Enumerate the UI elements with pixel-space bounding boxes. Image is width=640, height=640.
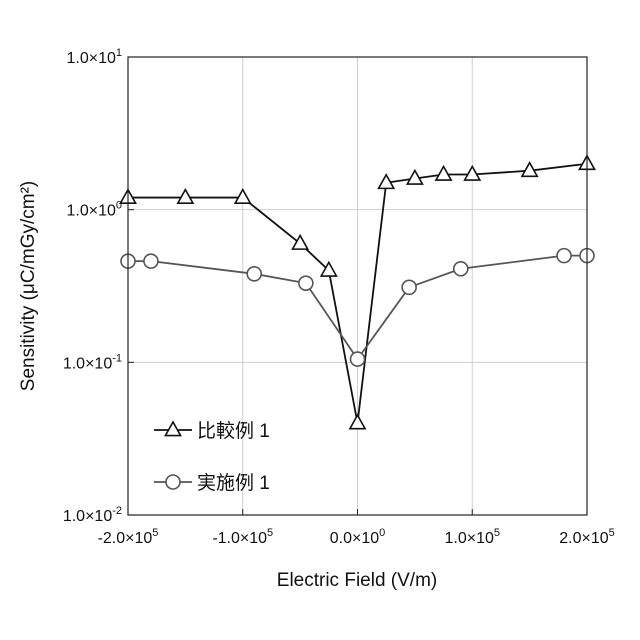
circle-marker (144, 254, 158, 268)
circle-marker (454, 262, 468, 276)
x-tick-exponent: 0 (379, 527, 385, 539)
y-tick-label: 1.0×101 (66, 47, 122, 67)
y-tick-exponent: 1 (116, 47, 122, 59)
x-tick-label: -1.0×105 (212, 527, 273, 547)
legend-triangle-marker (165, 422, 180, 436)
x-tick-label: 2.0×105 (559, 527, 615, 547)
x-tick-label: -2.0×105 (98, 527, 159, 547)
x-tick-exponent: 5 (494, 527, 500, 539)
x-axis-label: Electric Field (V/m) (277, 570, 437, 591)
y-tick-labels: 1.0×101 1.0×100 1.0×10-1 1.0×10-2 (63, 47, 122, 525)
legend: 比較例 1 実施例 1 (154, 420, 270, 494)
circle-marker (299, 276, 313, 290)
y-tick-exponent: -1 (112, 352, 122, 364)
legend-label: 比較例 1 (197, 420, 270, 442)
y-tick-label: 1.0×10-1 (63, 352, 122, 372)
x-tick-label: 1.0×105 (444, 527, 500, 547)
x-tick-exponent: 5 (267, 527, 273, 539)
triangle-marker (293, 236, 308, 250)
y-axis-label: Sensitivity (μC/mGy/cm²) (18, 181, 39, 391)
legend-entry: 実施例 1 (154, 472, 270, 494)
triangle-marker (178, 190, 193, 204)
legend-entry: 比較例 1 (154, 420, 270, 442)
x-tick-labels: -2.0×105 -1.0×105 0.0×100 1.0×105 2.0×105 (98, 527, 615, 547)
y-tick-exponent: 0 (116, 200, 122, 212)
x-tick-exponent: 5 (152, 527, 158, 539)
x-tick-exponent: 5 (609, 527, 615, 539)
y-tick-exponent: -2 (112, 505, 122, 517)
legend-label: 実施例 1 (197, 472, 270, 494)
legend-circle-marker (166, 475, 180, 489)
y-tick-label: 1.0×10-2 (63, 505, 122, 525)
triangle-marker (436, 166, 451, 180)
circle-marker (557, 249, 571, 263)
circle-marker (351, 352, 365, 366)
y-tick-label: 1.0×100 (66, 200, 122, 220)
circle-marker (402, 280, 416, 294)
triangle-marker (350, 415, 365, 429)
grid (128, 57, 587, 515)
x-tick-label: 0.0×100 (330, 527, 386, 547)
circle-marker (247, 267, 261, 281)
triangle-marker (235, 190, 250, 204)
